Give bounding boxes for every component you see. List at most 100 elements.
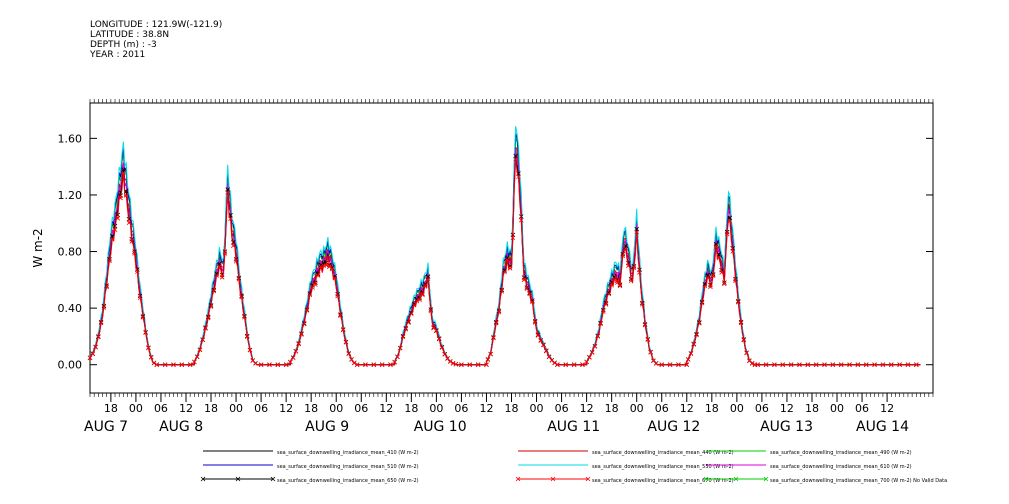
series-marker	[516, 174, 521, 180]
series-marker	[293, 349, 299, 354]
series-marker	[436, 336, 442, 342]
y-tick-label: 0.80	[58, 246, 83, 259]
series-marker	[236, 276, 242, 282]
series-marker	[112, 227, 118, 233]
series-marker	[805, 362, 811, 367]
x-tick-label: 18	[404, 402, 418, 415]
series-marker	[151, 360, 157, 366]
series-marker	[233, 259, 239, 264]
series-marker	[484, 362, 489, 367]
series-marker	[847, 362, 852, 367]
series-marker	[838, 362, 844, 367]
series-marker	[301, 321, 307, 327]
series-marker	[283, 362, 289, 367]
x-tick-label: 12	[479, 402, 493, 415]
series-marker	[524, 286, 530, 292]
series-marker	[772, 362, 777, 367]
series-marker	[329, 266, 335, 272]
series-line	[89, 133, 921, 366]
series-layer	[87, 126, 921, 367]
series-marker	[230, 243, 236, 248]
series-marker	[697, 320, 702, 326]
x-tick-label: 00	[630, 402, 644, 415]
x-tick-label: 06	[154, 402, 168, 415]
series-marker	[228, 216, 233, 222]
series-marker	[397, 345, 403, 351]
series-marker	[571, 362, 577, 367]
series-marker	[872, 362, 877, 367]
legend-label: sea_surface_downwelling_irradiance_mean_…	[277, 464, 419, 470]
series-marker	[140, 315, 146, 320]
series-marker	[219, 275, 225, 280]
series-marker	[318, 264, 324, 269]
x-tick-label: 12	[880, 402, 894, 415]
series-marker	[87, 355, 93, 361]
legend-marker	[550, 476, 556, 482]
series-marker	[211, 288, 217, 294]
series-marker	[132, 251, 137, 256]
series-marker	[171, 362, 176, 367]
series-marker	[121, 167, 126, 172]
series-marker	[521, 277, 527, 283]
series-marker	[735, 299, 741, 305]
series-marker	[888, 362, 894, 367]
series-marker	[648, 350, 653, 355]
y-axis: 0.00 0.40 0.80 1.20 1.60	[58, 132, 933, 372]
series-marker	[532, 320, 538, 325]
date-label: AUG 10	[414, 419, 467, 435]
series-marker	[691, 342, 697, 347]
series-marker	[730, 249, 735, 254]
x-tick-label: 00	[730, 402, 744, 415]
depth-label: DEPTH (m) : -3	[90, 40, 157, 50]
series-marker	[601, 309, 606, 314]
date-label: AUG 13	[760, 419, 813, 435]
date-label: AUG 8	[159, 419, 203, 435]
series-line	[89, 126, 921, 366]
series-marker	[403, 326, 409, 332]
series-marker	[143, 330, 148, 336]
series-marker	[639, 302, 645, 307]
legend-marker	[703, 476, 709, 482]
longitude-label: LONGITUDE : 121.9W(-121.9)	[90, 20, 223, 30]
series-marker	[684, 362, 690, 367]
series-marker	[488, 351, 493, 357]
series-marker	[485, 357, 491, 362]
series-marker	[733, 278, 738, 284]
legend-label: sea_surface_downwelling_irradiance_mean_…	[592, 464, 734, 470]
series-marker	[491, 335, 496, 341]
series-marker	[406, 320, 411, 325]
series-marker	[546, 354, 552, 360]
series-marker	[716, 254, 722, 260]
x-tick-label: 06	[655, 402, 669, 415]
series-marker	[244, 334, 250, 339]
x-tick-label: 00	[129, 402, 143, 415]
series-marker	[710, 273, 716, 278]
date-label: AUG 11	[547, 419, 600, 435]
series-marker	[109, 236, 115, 242]
series-marker	[448, 359, 453, 364]
series-marker	[93, 344, 98, 350]
series-marker	[667, 362, 673, 367]
series-marker	[417, 297, 422, 303]
series-marker	[363, 362, 368, 367]
series-marker	[797, 362, 802, 367]
legend-label: sea_surface_downwelling_irradiance_mean_…	[592, 450, 734, 456]
series-marker	[598, 321, 603, 327]
series-marker	[197, 347, 203, 353]
series-marker	[592, 344, 598, 349]
series-marker	[332, 275, 338, 281]
series-marker	[354, 362, 360, 367]
series-marker	[146, 345, 151, 351]
x-tick-label: 18	[104, 402, 118, 415]
series-marker	[253, 361, 258, 366]
series-marker	[162, 362, 168, 367]
x-tick-label: 18	[505, 402, 519, 415]
legend-label: sea_surface_downwelling_irradiance_mean_…	[770, 450, 912, 456]
series-marker	[409, 311, 414, 317]
series-marker	[688, 351, 694, 356]
x-tick-label: 12	[179, 402, 193, 415]
series-marker	[335, 293, 340, 299]
series-marker	[90, 351, 96, 357]
series-marker	[101, 305, 107, 310]
